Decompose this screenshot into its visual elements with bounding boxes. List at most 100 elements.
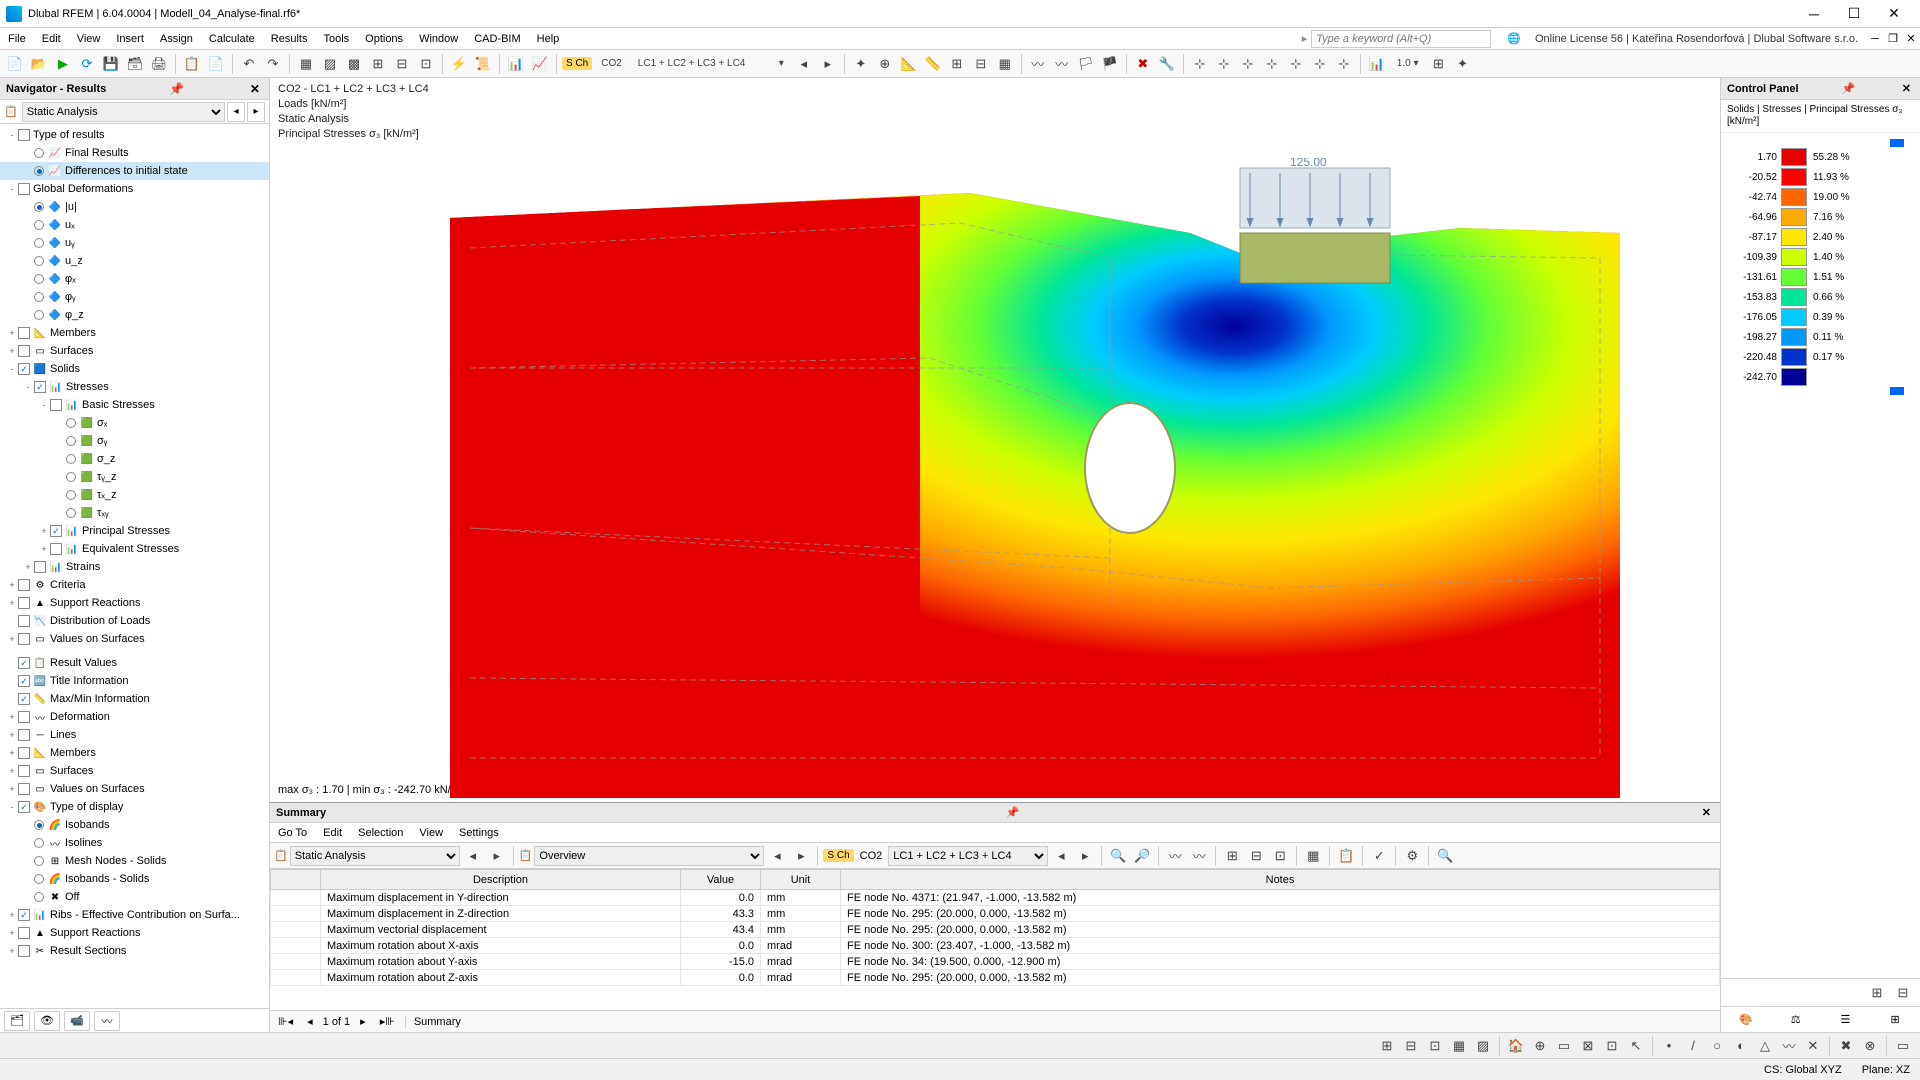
tree-node[interactable]: -🎨Type of display — [0, 798, 269, 816]
tree-node[interactable]: 🟩τₓ_z — [0, 486, 269, 504]
tree-node[interactable]: +✂Result Sections — [0, 942, 269, 960]
tree-node[interactable]: 🌈Isobands — [0, 816, 269, 834]
cp-opt2[interactable]: ⊟ — [1892, 982, 1914, 1004]
bt-13[interactable]: / — [1682, 1035, 1704, 1057]
tree-node[interactable]: 🔷uᵧ — [0, 234, 269, 252]
nav-tab-2[interactable]: 👁 — [34, 1011, 60, 1031]
tree-node[interactable]: 📉Distribution of Loads — [0, 612, 269, 630]
menu-edit[interactable]: Edit — [34, 28, 69, 50]
undo-button[interactable]: ↶ — [238, 53, 260, 75]
bt-18[interactable]: ✕ — [1802, 1035, 1824, 1057]
nav-prev-button[interactable]: ◂ — [227, 102, 245, 122]
view2-button[interactable]: ▨ — [319, 53, 341, 75]
summary-table[interactable]: DescriptionValueUnitNotesMaximum displac… — [270, 869, 1720, 1010]
bt-17[interactable]: 〰 — [1778, 1035, 1800, 1057]
tree-node[interactable]: +📐Members — [0, 324, 269, 342]
tree-node[interactable]: 🔷uₓ — [0, 216, 269, 234]
tb-r[interactable]: ⊹ — [1285, 53, 1307, 75]
tree-node[interactable]: +▲Support Reactions — [0, 924, 269, 942]
sum-tb-e[interactable]: ⊞ — [1221, 845, 1243, 867]
tree-node[interactable]: 🔷φᵧ — [0, 288, 269, 306]
tb-k[interactable]: 🏴 — [1099, 53, 1121, 75]
bt-15[interactable]: ◐ — [1730, 1035, 1752, 1057]
bt-14[interactable]: ○ — [1706, 1035, 1728, 1057]
bt-10[interactable]: ⊡ — [1601, 1035, 1623, 1057]
tb-a[interactable]: ✦ — [850, 53, 872, 75]
new-button[interactable]: 📄 — [4, 53, 26, 75]
tb-p[interactable]: ⊹ — [1237, 53, 1259, 75]
tree-node[interactable]: 📈Differences to initial state — [0, 162, 269, 180]
tb-e[interactable]: ⊞ — [946, 53, 968, 75]
menu-window[interactable]: Window — [411, 28, 466, 50]
sum-next2[interactable]: ▸ — [790, 845, 812, 867]
redo-button[interactable]: ↷ — [262, 53, 284, 75]
sub-minimize-button[interactable]: ─ — [1866, 30, 1884, 48]
nav-close-button[interactable]: ✕ — [247, 82, 263, 96]
tb-d[interactable]: 📏 — [922, 53, 944, 75]
cpanel-pin-button[interactable]: 📌 — [1839, 82, 1859, 95]
sum-tb-a[interactable]: 🔍 — [1107, 845, 1129, 867]
view5-button[interactable]: ⊟ — [391, 53, 413, 75]
tree-node[interactable]: 🟩σₓ — [0, 414, 269, 432]
tb-b[interactable]: ⊕ — [874, 53, 896, 75]
bt-16[interactable]: △ — [1754, 1035, 1776, 1057]
tb-u[interactable]: 📊 — [1366, 53, 1388, 75]
table-row[interactable]: Maximum vectorial displacement43.4mmFE n… — [271, 922, 1720, 938]
sum-tb-f[interactable]: ⊟ — [1245, 845, 1267, 867]
menu-help[interactable]: Help — [529, 28, 568, 50]
menu-file[interactable]: File — [0, 28, 34, 50]
tree-node[interactable]: -Type of results — [0, 126, 269, 144]
pager-prev[interactable]: ◂ — [303, 1015, 317, 1028]
tree-node[interactable]: 📏Max/Min Information — [0, 690, 269, 708]
save-button[interactable]: 💾 — [100, 53, 122, 75]
tree-node[interactable]: 🟩τᵧ_z — [0, 468, 269, 486]
tb-w[interactable]: ⊞ — [1428, 53, 1450, 75]
view3-button[interactable]: ▩ — [343, 53, 365, 75]
tb-v[interactable]: 1.0 ▾ — [1390, 53, 1426, 75]
table-row[interactable]: Maximum rotation about Y-axis-15.0mradFE… — [271, 954, 1720, 970]
view6-button[interactable]: ⊡ — [415, 53, 437, 75]
tree-node[interactable]: +─Lines — [0, 726, 269, 744]
summary-menu-view[interactable]: View — [411, 827, 451, 839]
summary-lc-select[interactable]: LC1 + LC2 + LC3 + LC4 — [888, 846, 1048, 866]
tb-f[interactable]: ⊟ — [970, 53, 992, 75]
bt-12[interactable]: • — [1658, 1035, 1680, 1057]
bt-21[interactable]: ▭ — [1892, 1035, 1914, 1057]
cp-tab-2[interactable]: ⚖ — [1785, 1010, 1807, 1030]
tree-node[interactable]: +📊Strains — [0, 558, 269, 576]
tree-node[interactable]: +▭Surfaces — [0, 762, 269, 780]
bt-3[interactable]: ⊡ — [1424, 1035, 1446, 1057]
lc-select[interactable]: LC1 + LC2 + LC3 + LC4 ▾ — [631, 53, 791, 75]
next-lc-button[interactable]: ▸ — [817, 53, 839, 75]
table-row[interactable]: Maximum displacement in Z-direction43.3m… — [271, 906, 1720, 922]
minimize-button[interactable]: ─ — [1794, 0, 1834, 28]
tb-l[interactable]: ✖ — [1132, 53, 1154, 75]
bt-7[interactable]: ⊕ — [1529, 1035, 1551, 1057]
tree-node[interactable]: -📊Stresses — [0, 378, 269, 396]
calc-button[interactable]: ⚡ — [448, 53, 470, 75]
bt-6[interactable]: 🏠 — [1505, 1035, 1527, 1057]
sum-next1[interactable]: ▸ — [486, 845, 508, 867]
tree-node[interactable]: +▲Support Reactions — [0, 594, 269, 612]
summary-close-button[interactable]: ✕ — [1699, 806, 1714, 819]
tree-node[interactable]: -Global Deformations — [0, 180, 269, 198]
tree-node[interactable]: -🟦Solids — [0, 360, 269, 378]
tb-j[interactable]: 🏳 — [1075, 53, 1097, 75]
viewport-3d[interactable]: CO2 - LC1 + LC2 + LC3 + LC4 Loads [kN/m²… — [270, 78, 1720, 802]
tb-o[interactable]: ⊹ — [1213, 53, 1235, 75]
paste-button[interactable]: 📄 — [205, 53, 227, 75]
summary-menu-edit[interactable]: Edit — [315, 827, 350, 839]
print-button[interactable]: 🖨 — [148, 53, 170, 75]
tb-n[interactable]: ⊹ — [1189, 53, 1211, 75]
summary-pin-button[interactable]: 📌 — [1003, 806, 1023, 819]
analysis-select[interactable]: Static Analysis — [22, 102, 225, 122]
tree-node[interactable]: 🟩σ_z — [0, 450, 269, 468]
tree-node[interactable]: 📋Result Values — [0, 654, 269, 672]
tree-node[interactable]: +▭Values on Surfaces — [0, 630, 269, 648]
tree-node[interactable]: 🟩τₓᵧ — [0, 504, 269, 522]
tree-node[interactable]: 🔷φ_z — [0, 306, 269, 324]
bt-4[interactable]: ▦ — [1448, 1035, 1470, 1057]
bt-11[interactable]: ↖ — [1625, 1035, 1647, 1057]
bt-2[interactable]: ⊟ — [1400, 1035, 1422, 1057]
view4-button[interactable]: ⊞ — [367, 53, 389, 75]
